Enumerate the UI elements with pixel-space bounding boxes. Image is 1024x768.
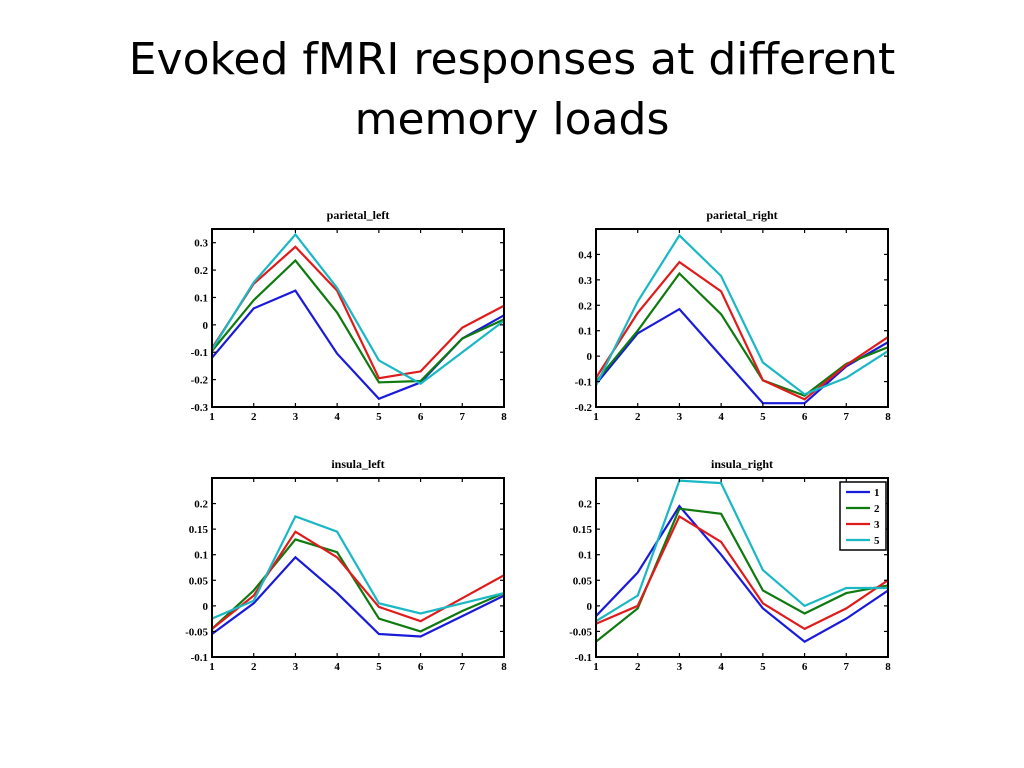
y-tick-label: -0.1: [575, 652, 592, 664]
legend-label-3: 3: [874, 519, 880, 531]
y-tick-label: -0.1: [191, 652, 208, 664]
panel-parietal-left: parietal_left -0.3 -0.2 -0.1 0 0.1 0.2 0.3 1 2 3 4 5…: [191, 208, 508, 423]
y-tick-label: -0.2: [191, 375, 209, 387]
x-tick-label: 8: [501, 411, 507, 423]
panel-title: insula_right: [711, 457, 773, 471]
series-line-3: [596, 514, 888, 631]
y-tick-label: 0: [203, 601, 209, 613]
y-tick-label: -0.05: [185, 626, 208, 638]
y-tick-label: 0.1: [194, 550, 208, 562]
y-tick-label: 0.05: [189, 575, 209, 587]
x-tick-label: 4: [334, 411, 340, 423]
x-tick-label: 5: [376, 661, 382, 673]
y-tick-label: 0.2: [194, 265, 208, 277]
y-tick-label: 0.1: [194, 292, 208, 304]
x-tick-label: 7: [844, 411, 850, 423]
axes-box: [595, 477, 889, 658]
x-tick-label: 2: [251, 661, 257, 673]
y-tick-label: 0.2: [578, 499, 592, 511]
y-tick-label: 0.1: [578, 550, 592, 562]
y-tick-label: 0.3: [578, 275, 592, 287]
y-tick-label: -0.1: [191, 347, 208, 359]
x-tick-label: 7: [460, 411, 466, 423]
x-tick-label: 2: [635, 411, 641, 423]
x-tick-label: 1: [209, 661, 215, 673]
x-tick-label: 6: [418, 411, 424, 423]
x-tick-label: 5: [760, 661, 766, 673]
x-tick-label: 5: [760, 411, 766, 423]
series-line-3: [596, 260, 888, 401]
series-line-5: [596, 233, 888, 396]
series-line-2: [212, 538, 504, 633]
x-tick-label: 1: [593, 411, 599, 423]
series-line-5: [596, 479, 888, 623]
x-tick-label: 7: [844, 661, 850, 673]
panel-title: parietal_right: [706, 208, 777, 222]
y-tick-label: 0.15: [189, 524, 209, 536]
x-tick-label: 2: [251, 411, 257, 423]
x-tick-label: 5: [376, 411, 382, 423]
x-tick-label: 3: [677, 411, 683, 423]
panel-insula-left: insula_left -0.1 -0.05 0 0.05 0.1 0.15 0.2 1 2 3 4 5…: [185, 457, 507, 673]
x-tick-label: 6: [418, 661, 424, 673]
panel-insula-right: insula_right -0.1 -0.05 0 0.05 0.1 0.15 0.2 1 2 3 4…: [569, 457, 891, 673]
legend: 1 2 3 5: [839, 481, 887, 551]
legend-label-1: 1: [874, 487, 880, 499]
legend-label-2: 2: [874, 503, 880, 515]
legend-label-5: 5: [874, 535, 880, 547]
x-tick-label: 3: [293, 411, 299, 423]
y-tick-label: 0.15: [573, 524, 593, 536]
y-tick-label: 0: [587, 351, 593, 363]
series-line-2: [212, 258, 504, 384]
y-tick-label: -0.3: [191, 402, 209, 414]
y-tick-label: -0.05: [569, 626, 592, 638]
x-tick-label: 2: [635, 661, 641, 673]
x-tick-label: 3: [293, 661, 299, 673]
legend-box: [839, 481, 887, 551]
x-tick-label: 3: [677, 661, 683, 673]
y-tick-label: 0: [587, 601, 593, 613]
series-line-5: [212, 232, 504, 386]
x-tick-label: 8: [885, 411, 891, 423]
x-tick-label: 6: [802, 411, 808, 423]
slide-title: Evoked fMRI responses at different memor…: [128, 34, 896, 145]
y-tick-label: -0.2: [575, 402, 593, 414]
x-tick-label: 7: [460, 661, 466, 673]
y-tick-label: 0.1: [578, 326, 592, 338]
series-line-3: [212, 245, 504, 380]
series-line-5: [212, 515, 504, 620]
series-line-1: [212, 555, 504, 638]
x-tick-label: 1: [209, 411, 215, 423]
y-tick-label: 0.3: [194, 238, 208, 250]
series-line-2: [596, 271, 888, 397]
x-tick-label: 1: [593, 661, 599, 673]
axes-box: [211, 228, 505, 408]
x-tick-label: 4: [334, 661, 340, 673]
x-tick-label: 8: [885, 661, 891, 673]
series-line-1: [212, 289, 504, 401]
panel-title: insula_left: [331, 457, 384, 471]
y-tick-label: 0.2: [194, 499, 208, 511]
x-tick-label: 4: [718, 661, 724, 673]
y-tick-label: 0: [203, 320, 209, 332]
y-tick-label: -0.1: [575, 377, 592, 389]
y-tick-label: 0.4: [578, 249, 592, 261]
y-tick-label: 0.2: [578, 300, 592, 312]
series-line-1: [596, 307, 888, 405]
panel-title: parietal_left: [327, 208, 390, 222]
axes-box: [211, 477, 505, 658]
x-tick-label: 6: [802, 661, 808, 673]
y-tick-label: 0.05: [573, 575, 593, 587]
x-tick-label: 8: [501, 661, 507, 673]
series-line-1: [596, 504, 888, 644]
axes-box: [595, 228, 889, 408]
panel-parietal-right: parietal_right -0.2 -0.1 0 0.1 0.2 0.3 0.4 1 2 3 4 5…: [575, 208, 892, 423]
x-tick-label: 4: [718, 411, 724, 423]
